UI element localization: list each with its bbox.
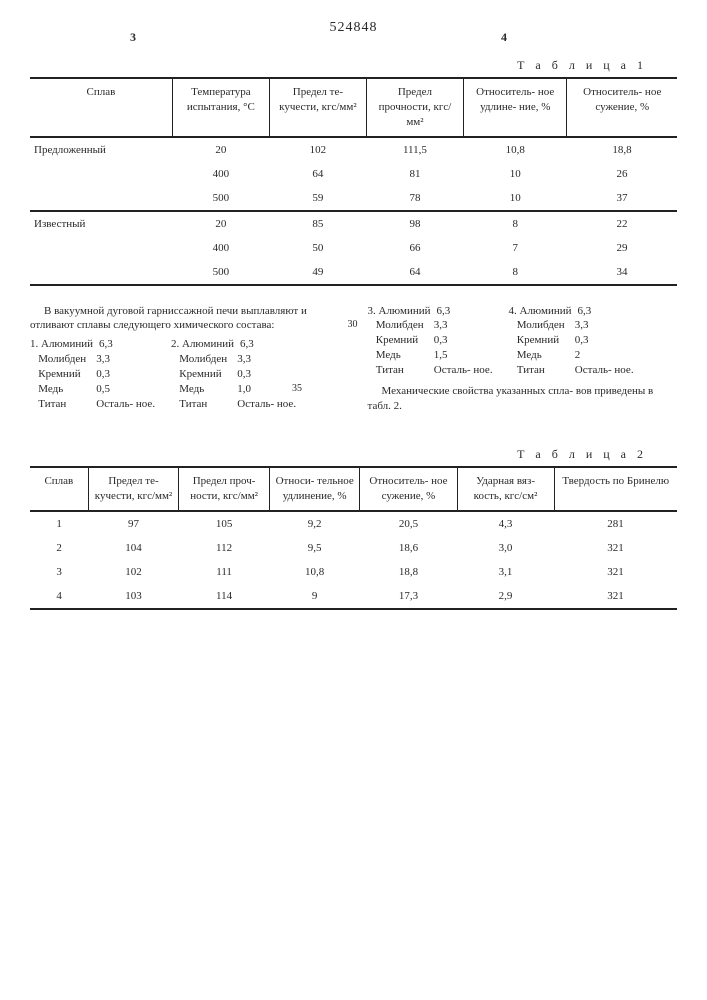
page-number-right: 4 (501, 30, 507, 45)
alloy-name: Предложенный (30, 137, 172, 162)
table-row: 400 64 81 10 26 (30, 162, 677, 186)
composition-4: 4. Алюминий6,3 Молибден3,3 Кремний0,3 Ме… (509, 304, 622, 378)
table2-label: Т а б л и ц а 2 (30, 447, 647, 462)
outro-paragraph: Механические свойства указанных спла- во… (368, 384, 678, 414)
table1-label: Т а б л и ц а 1 (30, 58, 647, 73)
table2-col6: Твердость по Бринелю (554, 467, 677, 511)
table1: Сплав Температура испытания, °С Предел т… (30, 77, 677, 286)
table1-col0: Сплав (30, 78, 172, 137)
table1-col1: Температура испытания, °С (172, 78, 269, 137)
table2-col5: Ударная вяз- кость, кгс/см² (457, 467, 554, 511)
table-row: 400 50 66 7 29 (30, 236, 677, 260)
table-row: 500 49 64 8 34 (30, 260, 677, 285)
line-number-30: 30 (334, 318, 358, 332)
table-row: Предложенный 20 102 111,5 10,8 18,8 (30, 137, 677, 162)
table2-col1: Предел те- кучести, кгс/мм² (88, 467, 179, 511)
table-row: Известный 20 85 98 8 22 (30, 212, 677, 236)
table-row: 2 104 112 9,5 18,6 3,0 321 (30, 536, 677, 560)
table-row: 4 103 114 9 17,3 2,9 321 (30, 584, 677, 609)
table1-col2: Предел те- кучести, кгс/мм² (269, 78, 366, 137)
table2-col3: Относи- тельное удлинение, % (269, 467, 360, 511)
body-text: В вакуумной дуговой гарниссажной печи вы… (30, 304, 677, 418)
page-header: 3 524848 4 (30, 20, 677, 50)
alloy-name: Известный (30, 212, 172, 236)
composition-2: 2. Алюминий6,3 Молибден3,3 Кремний0,3 Ме… (171, 337, 284, 411)
table1-body: Предложенный 20 102 111,5 10,8 18,8 400 … (30, 137, 677, 286)
table-row: 1 97 105 9,2 20,5 4,3 281 (30, 511, 677, 536)
table1-col4: Относитель- ное удлине- ние, % (463, 78, 567, 137)
table-row: 500 59 78 10 37 (30, 186, 677, 211)
line-number-35: 35 (292, 382, 302, 396)
table1-col5: Относитель- ное сужение, % (567, 78, 677, 137)
table1-col3: Предел прочности, кгс/мм² (366, 78, 463, 137)
table2-body: 1 97 105 9,2 20,5 4,3 281 2 104 112 9,5 … (30, 511, 677, 610)
composition-1: 1. Алюминий6,3 Молибден3,3 Кремний0,3 Ме… (30, 337, 143, 411)
table2-col2: Предел проч- ности, кгс/мм² (179, 467, 270, 511)
page-number-left: 3 (130, 30, 136, 45)
composition-3: 3. Алюминий6,3 Молибден3,3 Кремний0,3 Ме… (368, 304, 481, 378)
table-row: 3 102 111 10,8 18,8 3,1 321 (30, 560, 677, 584)
table2-col4: Относитель- ное сужение, % (360, 467, 457, 511)
table2-col0: Сплав (30, 467, 88, 511)
table2: Сплав Предел те- кучести, кгс/мм² Предел… (30, 466, 677, 610)
document-number: 524848 (330, 20, 378, 36)
intro-paragraph: В вакуумной дуговой гарниссажной печи вы… (30, 304, 340, 334)
